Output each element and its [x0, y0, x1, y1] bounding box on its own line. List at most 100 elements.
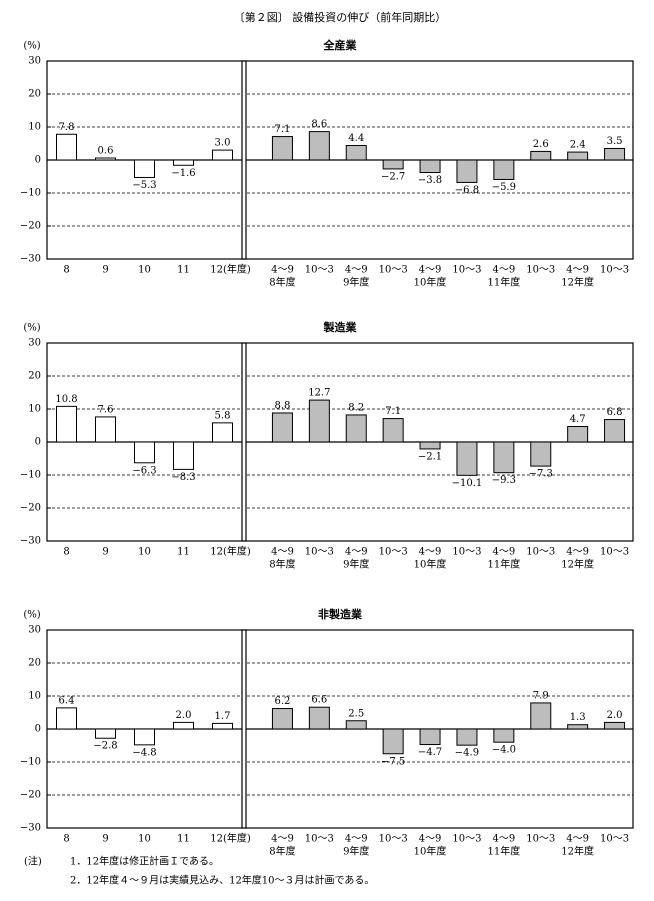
- y-axis-label: (%): [23, 610, 40, 621]
- y-tick-label: −20: [20, 221, 41, 232]
- bar: [345, 414, 367, 443]
- data-label: 5.8: [215, 410, 231, 421]
- y-tick-label: −10: [20, 470, 41, 481]
- bar: [56, 405, 77, 443]
- x-tick-label: 4〜9: [492, 834, 515, 845]
- x-tick-label: 4〜9: [345, 834, 368, 845]
- data-label: 1.7: [215, 711, 231, 722]
- x-group-label: 9年度: [343, 845, 369, 858]
- note: 2．12年度４〜９月は実績見込み、12年度10〜３月は計画である。: [70, 874, 374, 887]
- x-group-label: 11年度: [487, 845, 520, 858]
- x-group-label: 9年度: [343, 558, 369, 571]
- x-tick-label: 4〜9: [271, 547, 294, 558]
- x-tick-label: 10: [138, 834, 151, 845]
- data-label: 8.2: [348, 402, 364, 413]
- data-label: −6.3: [132, 465, 156, 476]
- x-tick-label: 10: [138, 265, 151, 276]
- x-tick-label: 9: [102, 547, 108, 558]
- x-tick-label: 4〜9: [566, 265, 589, 276]
- x-tick-label: 4〜9: [419, 547, 442, 558]
- bar: [173, 159, 194, 166]
- y-tick-label: 0: [35, 724, 41, 735]
- x-tick-label: 10〜3: [526, 265, 555, 276]
- y-tick-label: 30: [28, 338, 41, 349]
- data-label: 2.0: [176, 710, 192, 721]
- bar: [567, 724, 589, 730]
- x-tick-label: 12(年度): [210, 832, 251, 845]
- bar: [271, 412, 293, 443]
- y-tick-label: −10: [20, 188, 41, 199]
- data-label: 10.8: [55, 394, 77, 405]
- plot-frame: [46, 60, 634, 260]
- bar: [134, 728, 155, 746]
- data-label: 7.6: [98, 404, 114, 415]
- y-tick-label: 30: [28, 56, 41, 67]
- x-tick-label: 4〜9: [419, 265, 442, 276]
- data-label: −7.5: [381, 756, 405, 767]
- bar: [212, 149, 233, 161]
- data-label: 8.6: [311, 119, 327, 130]
- y-tick-label: 0: [35, 155, 41, 166]
- data-label: −3.8: [418, 175, 442, 186]
- x-tick-label: 10〜3: [379, 265, 408, 276]
- x-tick-label: 12(年度): [210, 545, 251, 558]
- data-label: 6.8: [607, 407, 623, 418]
- bar: [493, 728, 515, 743]
- y-tick-label: −30: [20, 254, 41, 265]
- y-tick-label: −30: [20, 823, 41, 834]
- bar: [134, 441, 155, 464]
- data-label: 6.6: [311, 695, 327, 706]
- note: 1．12年度は修正計画Ｉである。: [70, 855, 219, 868]
- x-tick-label: 10〜3: [526, 834, 555, 845]
- bar: [419, 159, 441, 174]
- data-label: −4.0: [492, 745, 516, 756]
- data-label: −9.3: [492, 475, 516, 486]
- x-group-label: 10年度: [414, 276, 447, 289]
- data-label: −4.9: [455, 748, 479, 759]
- x-tick-label: 4〜9: [419, 834, 442, 845]
- x-tick-label: 4〜9: [271, 834, 294, 845]
- x-tick-label: 10: [138, 547, 151, 558]
- bar: [382, 728, 404, 755]
- data-label: 8.8: [274, 400, 290, 411]
- x-tick-label: 11: [177, 265, 190, 276]
- bar: [271, 136, 293, 161]
- data-label: 7.8: [59, 122, 75, 133]
- note-label: (注): [24, 855, 42, 868]
- bar: [95, 157, 116, 161]
- bar: [493, 159, 515, 180]
- data-label: 6.2: [274, 696, 290, 707]
- x-tick-label: 10〜3: [452, 547, 481, 558]
- x-group-label: 12年度: [561, 276, 594, 289]
- data-label: −2.8: [93, 741, 117, 752]
- x-tick-label: 10〜3: [526, 547, 555, 558]
- bar: [271, 708, 293, 730]
- data-label: −4.8: [132, 747, 156, 758]
- divider: [241, 629, 247, 829]
- y-tick-label: 30: [28, 625, 41, 636]
- y-axis-label: (%): [23, 41, 40, 52]
- x-tick-label: 10〜3: [305, 547, 334, 558]
- data-label: 7.1: [274, 124, 290, 135]
- x-group-label: 12年度: [561, 845, 594, 858]
- x-tick-label: 4〜9: [492, 547, 515, 558]
- y-tick-label: 10: [28, 404, 41, 415]
- y-tick-label: 10: [28, 691, 41, 702]
- bar: [456, 441, 478, 476]
- bar: [95, 728, 116, 739]
- bar: [493, 441, 515, 474]
- bar: [308, 399, 330, 443]
- x-tick-label: 4〜9: [345, 265, 368, 276]
- bar: [345, 720, 367, 730]
- x-tick-label: 10〜3: [379, 547, 408, 558]
- plot-frame: [46, 342, 634, 542]
- divider: [241, 60, 247, 260]
- data-label: 3.0: [215, 138, 231, 149]
- y-tick-label: 10: [28, 122, 41, 133]
- data-label: 4.4: [348, 133, 364, 144]
- bar: [530, 150, 552, 161]
- x-group-label: 8年度: [269, 845, 295, 858]
- bar: [212, 422, 233, 443]
- bar: [173, 721, 194, 730]
